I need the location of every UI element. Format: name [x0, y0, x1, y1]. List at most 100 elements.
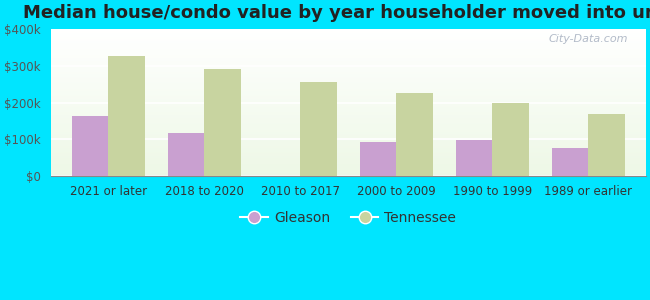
- Bar: [51, 139, 646, 140]
- Bar: [51, 142, 646, 143]
- Bar: [72, 116, 108, 176]
- Bar: [51, 128, 646, 129]
- Bar: [51, 160, 646, 161]
- Bar: [51, 86, 646, 87]
- Bar: [51, 126, 646, 127]
- Bar: [51, 136, 646, 137]
- Bar: [51, 155, 646, 156]
- Bar: [51, 125, 646, 126]
- Bar: [51, 134, 646, 135]
- Bar: [51, 127, 646, 128]
- Bar: [51, 57, 646, 58]
- Bar: [51, 84, 646, 85]
- Bar: [168, 133, 204, 176]
- Bar: [51, 150, 646, 151]
- Bar: [51, 147, 646, 148]
- Bar: [51, 74, 646, 75]
- Bar: [51, 170, 646, 171]
- Bar: [51, 30, 646, 31]
- Bar: [51, 113, 646, 114]
- Bar: [51, 172, 646, 173]
- Bar: [51, 67, 646, 68]
- Bar: [51, 174, 646, 175]
- Bar: [51, 131, 646, 132]
- Bar: [51, 90, 646, 91]
- Bar: [51, 62, 646, 63]
- Bar: [51, 148, 646, 149]
- Bar: [51, 51, 646, 52]
- Bar: [456, 140, 492, 176]
- Bar: [51, 135, 646, 136]
- Bar: [51, 175, 646, 176]
- Bar: [51, 112, 646, 113]
- Bar: [51, 61, 646, 62]
- Bar: [51, 117, 646, 118]
- Bar: [51, 115, 646, 116]
- Bar: [51, 116, 646, 117]
- Bar: [51, 95, 646, 96]
- Bar: [51, 143, 646, 144]
- Bar: [51, 160, 646, 161]
- Bar: [51, 123, 646, 124]
- Bar: [51, 105, 646, 106]
- Bar: [51, 65, 646, 66]
- Legend: Gleason, Tennessee: Gleason, Tennessee: [235, 205, 462, 230]
- Bar: [51, 168, 646, 169]
- Bar: [51, 162, 646, 163]
- Bar: [51, 111, 646, 112]
- Bar: [51, 59, 646, 60]
- Bar: [51, 157, 646, 158]
- Bar: [51, 77, 646, 78]
- Bar: [51, 71, 646, 72]
- Bar: [51, 83, 646, 84]
- Bar: [51, 120, 646, 121]
- Bar: [51, 53, 646, 54]
- Bar: [51, 31, 646, 32]
- Bar: [51, 166, 646, 167]
- Bar: [51, 38, 646, 39]
- Bar: [51, 58, 646, 59]
- Bar: [51, 69, 646, 70]
- Bar: [51, 152, 646, 153]
- Bar: [396, 93, 433, 176]
- Bar: [51, 33, 646, 34]
- Bar: [51, 130, 646, 131]
- Bar: [51, 99, 646, 100]
- Bar: [51, 156, 646, 157]
- Bar: [51, 89, 646, 90]
- Bar: [552, 148, 588, 176]
- Bar: [51, 55, 646, 56]
- Bar: [51, 75, 646, 76]
- Bar: [51, 78, 646, 79]
- Bar: [51, 103, 646, 104]
- Bar: [51, 35, 646, 36]
- Bar: [51, 54, 646, 55]
- Bar: [51, 34, 646, 35]
- Bar: [51, 102, 646, 103]
- Bar: [51, 43, 646, 44]
- Bar: [51, 96, 646, 97]
- Bar: [51, 93, 646, 94]
- Bar: [51, 79, 646, 80]
- Bar: [51, 158, 646, 159]
- Bar: [51, 98, 646, 99]
- Bar: [51, 29, 646, 30]
- Bar: [51, 167, 646, 168]
- Bar: [51, 87, 646, 88]
- Bar: [51, 173, 646, 174]
- Bar: [51, 76, 646, 77]
- Bar: [51, 100, 646, 101]
- Bar: [51, 68, 646, 69]
- Bar: [51, 140, 646, 141]
- Bar: [51, 118, 646, 119]
- Bar: [51, 138, 646, 139]
- Bar: [51, 119, 646, 120]
- Bar: [51, 63, 646, 64]
- Bar: [51, 122, 646, 123]
- Bar: [51, 97, 646, 98]
- Bar: [51, 171, 646, 172]
- Bar: [51, 146, 646, 147]
- Bar: [51, 144, 646, 145]
- Bar: [51, 72, 646, 73]
- Bar: [51, 164, 646, 165]
